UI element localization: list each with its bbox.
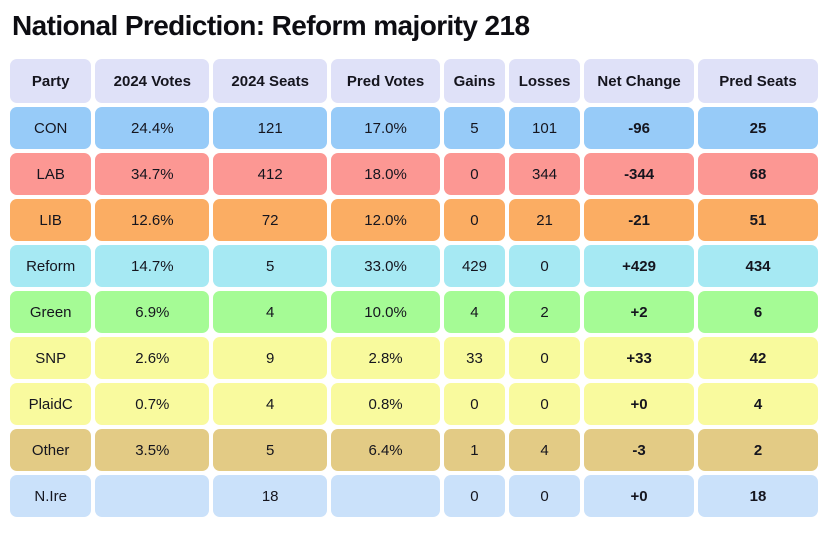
cell-snp-pred-seats: 42 <box>698 337 818 379</box>
cell-n-ire-2024-votes <box>95 475 210 517</box>
cell-reform-pred-seats: 434 <box>698 245 818 287</box>
page-title: National Prediction: Reform majority 218 <box>12 10 530 41</box>
cell-snp-2024-votes: 2.6% <box>95 337 210 379</box>
cell-other-gains: 1 <box>443 429 505 471</box>
cell-n-ire-2024-seats: 18 <box>213 475 328 517</box>
cell-other-2024-seats: 5 <box>213 429 328 471</box>
table-row-lab: LAB 34.7% 412 18.0% 0 344 -344 68 <box>10 153 818 195</box>
cell-lab-net-change: -344 <box>584 153 694 195</box>
cell-snp-gains: 33 <box>443 337 505 379</box>
table-row-con: CON 24.4% 121 17.0% 5 101 -96 25 <box>10 107 818 149</box>
cell-lib-pred-votes: 12.0% <box>331 199 440 241</box>
cell-plaidc-pred-seats: 4 <box>698 383 818 425</box>
cell-reform-pred-votes: 33.0% <box>331 245 440 287</box>
cell-reform-losses: 0 <box>508 245 581 287</box>
cell-green-2024-seats: 4 <box>213 291 328 333</box>
cell-other-losses: 4 <box>508 429 581 471</box>
cell-con-pred-seats: 25 <box>698 107 818 149</box>
table-header-row: Party 2024 Votes 2024 Seats Pred Votes Gains… <box>10 59 818 103</box>
column-header-pred-votes: Pred Votes <box>331 59 440 103</box>
cell-plaidc-gains: 0 <box>443 383 505 425</box>
cell-n-ire-pred-seats: 18 <box>698 475 818 517</box>
cell-green-pred-votes: 10.0% <box>331 291 440 333</box>
cell-snp-2024-seats: 9 <box>213 337 328 379</box>
column-header-pred-seats: Pred Seats <box>698 59 818 103</box>
cell-plaidc-net-change: +0 <box>584 383 694 425</box>
column-header-net-change: Net Change <box>584 59 694 103</box>
cell-n-ire-losses: 0 <box>508 475 581 517</box>
cell-green-losses: 2 <box>508 291 581 333</box>
cell-reform-net-change: +429 <box>584 245 694 287</box>
cell-plaidc-losses: 0 <box>508 383 581 425</box>
cell-n-ire-pred-votes <box>331 475 440 517</box>
cell-snp-losses: 0 <box>508 337 581 379</box>
table-row-green: Green 6.9% 4 10.0% 4 2 +2 6 <box>10 291 818 333</box>
cell-lib-2024-seats: 72 <box>213 199 328 241</box>
cell-con-2024-votes: 24.4% <box>95 107 210 149</box>
cell-green-net-change: +2 <box>584 291 694 333</box>
cell-snp-party: SNP <box>10 337 92 379</box>
cell-lib-gains: 0 <box>443 199 505 241</box>
table-row-reform: Reform 14.7% 5 33.0% 429 0 +429 434 <box>10 245 818 287</box>
cell-reform-party: Reform <box>10 245 92 287</box>
cell-reform-gains: 429 <box>443 245 505 287</box>
cell-con-net-change: -96 <box>584 107 694 149</box>
cell-con-2024-seats: 121 <box>213 107 328 149</box>
cell-reform-2024-votes: 14.7% <box>95 245 210 287</box>
prediction-table: Party 2024 Votes 2024 Seats Pred Votes Gains… <box>10 59 818 517</box>
column-header-losses: Losses <box>508 59 581 103</box>
table-row-plaidc: PlaidC 0.7% 4 0.8% 0 0 +0 4 <box>10 383 818 425</box>
cell-snp-pred-votes: 2.8% <box>331 337 440 379</box>
cell-plaidc-party: PlaidC <box>10 383 92 425</box>
cell-plaidc-2024-votes: 0.7% <box>95 383 210 425</box>
cell-lab-pred-seats: 68 <box>698 153 818 195</box>
cell-plaidc-2024-seats: 4 <box>213 383 328 425</box>
column-header-2024-votes: 2024 Votes <box>95 59 210 103</box>
table-row-other: Other 3.5% 5 6.4% 1 4 -3 2 <box>10 429 818 471</box>
cell-plaidc-pred-votes: 0.8% <box>331 383 440 425</box>
table-row-n-ire: N.Ire 18 0 0 +0 18 <box>10 475 818 517</box>
cell-lab-losses: 344 <box>508 153 581 195</box>
cell-lib-party: LIB <box>10 199 92 241</box>
cell-other-2024-votes: 3.5% <box>95 429 210 471</box>
cell-con-party: CON <box>10 107 92 149</box>
table-row-snp: SNP 2.6% 9 2.8% 33 0 +33 42 <box>10 337 818 379</box>
table-row-lib: LIB 12.6% 72 12.0% 0 21 -21 51 <box>10 199 818 241</box>
column-header-2024-seats: 2024 Seats <box>213 59 328 103</box>
cell-lib-2024-votes: 12.6% <box>95 199 210 241</box>
cell-lab-party: LAB <box>10 153 92 195</box>
cell-n-ire-party: N.Ire <box>10 475 92 517</box>
cell-con-losses: 101 <box>508 107 581 149</box>
cell-lab-2024-votes: 34.7% <box>95 153 210 195</box>
column-header-party: Party <box>10 59 92 103</box>
cell-n-ire-gains: 0 <box>443 475 505 517</box>
cell-green-pred-seats: 6 <box>698 291 818 333</box>
cell-other-party: Other <box>10 429 92 471</box>
cell-green-gains: 4 <box>443 291 505 333</box>
cell-lab-2024-seats: 412 <box>213 153 328 195</box>
cell-lib-losses: 21 <box>508 199 581 241</box>
cell-other-pred-votes: 6.4% <box>331 429 440 471</box>
cell-lib-pred-seats: 51 <box>698 199 818 241</box>
cell-other-net-change: -3 <box>584 429 694 471</box>
cell-n-ire-net-change: +0 <box>584 475 694 517</box>
cell-green-party: Green <box>10 291 92 333</box>
column-header-gains: Gains <box>443 59 505 103</box>
cell-lab-gains: 0 <box>443 153 505 195</box>
cell-green-2024-votes: 6.9% <box>95 291 210 333</box>
page: National Prediction: Reform majority 218… <box>10 10 818 517</box>
cell-con-pred-votes: 17.0% <box>331 107 440 149</box>
cell-snp-net-change: +33 <box>584 337 694 379</box>
cell-other-pred-seats: 2 <box>698 429 818 471</box>
cell-con-gains: 5 <box>443 107 505 149</box>
cell-lib-net-change: -21 <box>584 199 694 241</box>
cell-lab-pred-votes: 18.0% <box>331 153 440 195</box>
cell-reform-2024-seats: 5 <box>213 245 328 287</box>
